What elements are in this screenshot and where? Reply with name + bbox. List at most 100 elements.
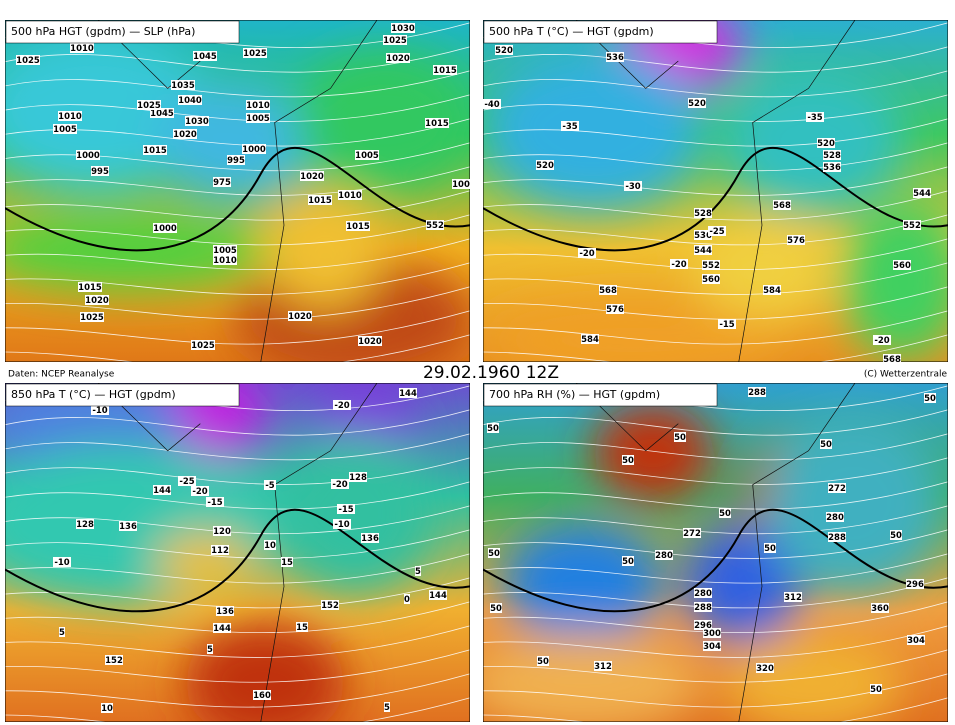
- contour: [483, 649, 948, 683]
- contour-label: 1035: [171, 81, 195, 91]
- date-label: 29.02.1960 12Z: [423, 363, 559, 383]
- contour-label-box: [763, 285, 781, 295]
- contour-label-box: [153, 485, 171, 495]
- contour-label-box: [358, 336, 382, 346]
- field-blob: [723, 70, 903, 210]
- field-blob: [843, 200, 948, 360]
- contour-label: 1020: [288, 312, 312, 322]
- contour-label-box: [683, 528, 701, 538]
- contour-label-box: [828, 483, 846, 493]
- contour-label: 552: [426, 221, 444, 231]
- contour-label-box: [91, 166, 109, 176]
- contour-label-box: [193, 51, 217, 61]
- contour-label: 1015: [346, 222, 370, 232]
- contour: [5, 46, 470, 73]
- contour-label: 576: [606, 305, 624, 315]
- contour: [5, 601, 470, 634]
- contour-label-box: [216, 606, 234, 616]
- copyright-label: (C) Wetterzentrale: [864, 370, 948, 380]
- contour-label-box: [213, 526, 231, 536]
- contour-label-box: [581, 334, 599, 344]
- contour-label: 1025: [191, 341, 215, 351]
- contour-label: 568: [883, 355, 901, 365]
- contour: [483, 190, 948, 221]
- contour: [5, 238, 470, 271]
- contour-label-box: [391, 23, 415, 33]
- contour-label: 520: [817, 139, 835, 149]
- contour-label-box: [211, 545, 229, 555]
- contour: [5, 577, 470, 609]
- contour-label-box: [594, 661, 612, 671]
- contour: [483, 433, 948, 461]
- contour-label-box: [399, 388, 417, 398]
- contour-label-box: [599, 285, 617, 295]
- contour-label-box: [903, 220, 921, 230]
- contour-label: 1015: [425, 119, 449, 129]
- contour: [483, 214, 948, 246]
- contour-label-box: [873, 335, 891, 345]
- contour-label-box: [173, 129, 197, 139]
- contour: [5, 70, 470, 98]
- field-blob: [483, 50, 703, 210]
- contour-label: 1015: [433, 66, 457, 76]
- source-label: Daten: NCEP Reanalyse: [8, 370, 115, 380]
- contour-label-box: [495, 45, 513, 55]
- contour: [483, 577, 948, 609]
- map-panel: 520 536 -40 520 -35 -35 520 528 536 520 -30 544 568 5…: [483, 20, 948, 365]
- contour-label-box: [622, 556, 634, 566]
- contour-label: 1045: [193, 52, 217, 62]
- contour-label: -10: [54, 558, 69, 568]
- contour-label: -25: [709, 227, 724, 237]
- contour-label: 50: [622, 456, 634, 466]
- contour-label: 320: [756, 664, 774, 674]
- contour-label: 1015: [143, 146, 167, 156]
- contour-label: 296: [694, 621, 712, 631]
- map-panel: 288 50 50 50 50 272 50 280 288 50 50 272 50 280 50 50 29…: [483, 383, 948, 722]
- contour-label: 272: [683, 529, 701, 539]
- contour-label: 1025: [80, 313, 104, 323]
- contour-label-box: [321, 600, 339, 610]
- contour-label: 1020: [300, 172, 324, 182]
- field-blob: [763, 413, 943, 593]
- contour-label: 136: [216, 607, 234, 617]
- contour: [5, 409, 470, 436]
- contour: [5, 142, 470, 172]
- contour-label: 1010: [70, 44, 94, 54]
- panel-title: 500 hPa T (°C) — HGT (gpdm): [489, 25, 654, 38]
- contour-label: 1025: [383, 36, 407, 46]
- bold-contour: [5, 508, 470, 613]
- contour-label-box: [561, 121, 579, 131]
- contour-label: 272: [828, 484, 846, 494]
- contour-label-box: [694, 602, 712, 612]
- contour-label: 152: [321, 601, 339, 611]
- contour-label: 544: [694, 246, 712, 256]
- contour: [483, 529, 948, 559]
- contour-label-box: [253, 690, 271, 700]
- contour-label: 312: [594, 662, 612, 672]
- contour-label: -10: [334, 520, 349, 530]
- contour-label-box: [817, 138, 835, 148]
- contour: [5, 673, 470, 708]
- contour-label-box: [655, 550, 673, 560]
- contour-label-box: [105, 655, 123, 665]
- contour-label: 50: [490, 604, 502, 614]
- contour-label: 288: [828, 533, 846, 543]
- contour-label-box: [59, 627, 65, 637]
- contour-label-box: [688, 98, 706, 108]
- contour-label-box: [404, 594, 410, 604]
- contour-label: 1025: [16, 56, 40, 66]
- contour-label-box: [826, 512, 844, 522]
- contour-label: 50: [924, 394, 936, 404]
- contour-label-box: [787, 235, 805, 245]
- contour-label-box: [622, 455, 634, 465]
- contour-label: 280: [826, 513, 844, 523]
- contour-label: 360: [871, 604, 889, 614]
- contour-label: 568: [773, 201, 791, 211]
- contour-label: 520: [495, 46, 513, 56]
- field-blob: [155, 80, 315, 200]
- contour-label-box: [694, 620, 712, 630]
- contour-label: -15: [207, 498, 222, 508]
- contour-label-box: [784, 592, 802, 602]
- contour-label-box: [178, 476, 196, 486]
